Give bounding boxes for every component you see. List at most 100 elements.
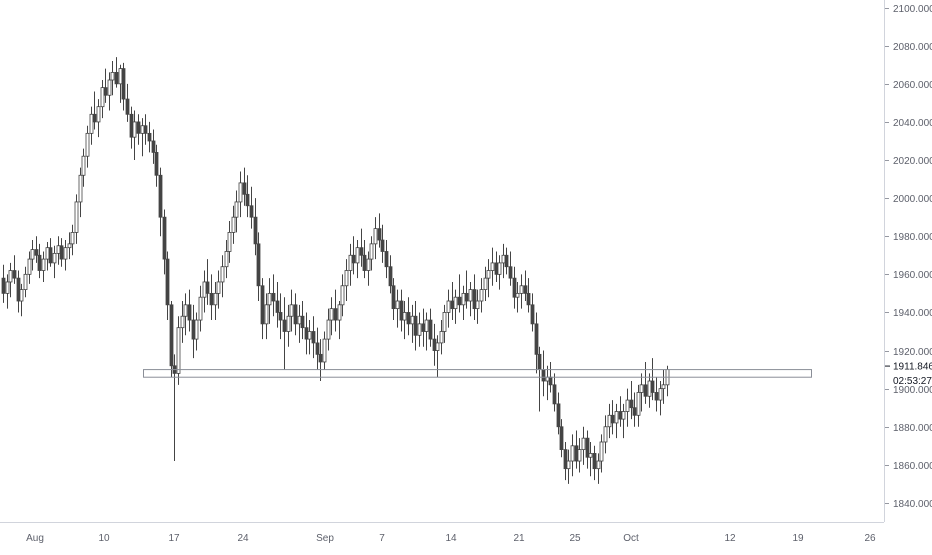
candle-body <box>570 445 575 462</box>
candle-body <box>213 292 218 306</box>
time-tick-label: Oct <box>623 533 639 544</box>
candle-body <box>479 289 484 302</box>
time-tick-label: 21 <box>513 533 525 544</box>
candle-body <box>621 411 626 420</box>
candle-body <box>501 254 506 264</box>
candle-body <box>136 121 141 134</box>
candle-body <box>559 426 564 451</box>
candle-body <box>359 247 364 256</box>
price-tick-label: 2000.000 <box>893 194 932 205</box>
support-zone-rectangle[interactable] <box>143 369 812 378</box>
candle-body <box>125 98 130 115</box>
countdown-label: 02:53:27 <box>893 376 932 387</box>
candle-body <box>333 308 338 321</box>
price-tick-label: 1900.000 <box>893 385 932 396</box>
price-tick-label: 1880.000 <box>893 423 932 434</box>
candle-body <box>355 247 360 264</box>
candle-body <box>19 289 24 302</box>
time-tick-label: 17 <box>168 533 180 544</box>
time-tick-label: Sep <box>316 533 334 544</box>
candle-body <box>67 243 72 249</box>
candle-body <box>453 296 458 310</box>
candle-body <box>275 300 280 313</box>
candle-body <box>103 87 108 96</box>
candle-body <box>315 342 320 355</box>
candle-body <box>512 277 517 298</box>
candle-body <box>515 292 520 298</box>
candle-body <box>592 453 597 470</box>
candle-body <box>446 300 451 313</box>
last-price-label: 1911.846 <box>893 362 932 373</box>
candle-body <box>537 353 542 370</box>
candle-body <box>56 245 61 254</box>
candle-body <box>410 315 415 325</box>
candle-body <box>234 201 239 218</box>
candle-body <box>300 315 305 329</box>
candle-body <box>552 384 557 405</box>
candle-body <box>118 68 123 85</box>
candle-body <box>48 247 53 264</box>
candle-body <box>278 312 283 321</box>
candle-body <box>8 270 13 283</box>
candle-body <box>658 388 663 401</box>
candle-body <box>231 216 236 233</box>
candle-body <box>307 331 312 340</box>
candle-body <box>647 380 652 397</box>
candle-body <box>534 323 539 355</box>
time-tick-label: 10 <box>98 533 110 544</box>
candle-body <box>461 292 466 306</box>
candle-body <box>468 289 473 302</box>
candle-body <box>395 300 400 310</box>
candle-body <box>596 460 601 470</box>
candle-body <box>227 232 232 252</box>
candle-body <box>304 327 309 340</box>
candle-body <box>526 292 531 306</box>
candle-body <box>267 292 272 306</box>
price-tick-label: 1980.000 <box>893 232 932 243</box>
time-axis[interactable]: Aug 10 17 24 Sep 7 14 21 25 Oct 12 19 26 <box>26 533 876 544</box>
candle-body <box>260 285 265 325</box>
candle-body <box>297 315 302 325</box>
candle-body <box>439 331 444 344</box>
candle-body <box>264 304 269 325</box>
candle-body <box>435 342 440 351</box>
candle-body <box>650 380 655 393</box>
candle-body <box>424 319 429 332</box>
candle-body <box>74 201 79 233</box>
candle-body <box>614 411 619 424</box>
candle-body <box>271 292 276 302</box>
candle-body <box>23 273 28 290</box>
candle-body <box>607 414 612 428</box>
candle-body <box>373 228 378 245</box>
candle-body <box>399 300 404 321</box>
candle-body <box>216 281 221 294</box>
candle-body <box>337 304 342 321</box>
candle-body <box>289 304 294 317</box>
candle-body <box>490 262 495 271</box>
time-tick-label: 26 <box>864 533 876 544</box>
time-tick-label: 12 <box>724 533 736 544</box>
candle-body <box>329 308 334 321</box>
candle-body <box>256 243 261 287</box>
candle-body <box>577 449 582 462</box>
candle-body <box>618 411 623 420</box>
candle-body <box>132 121 137 138</box>
candle-body <box>603 426 608 443</box>
price-tick-label: 2020.000 <box>893 156 932 167</box>
price-tick-label: 2080.000 <box>893 42 932 53</box>
candle-body <box>92 113 97 123</box>
candle-body <box>34 249 39 256</box>
candle-body <box>588 453 593 458</box>
price-axis[interactable]: 2100.000 2080.000 2060.000 2040.000 2020.000… <box>885 4 932 510</box>
candle-body <box>406 312 411 325</box>
candle-body <box>63 247 68 260</box>
candle-body <box>12 270 17 279</box>
candle-body <box>158 174 163 218</box>
candle-body <box>523 285 528 294</box>
candle-body <box>574 445 579 462</box>
last-price-marker: 1911.846 02:53:27 <box>885 362 932 387</box>
time-tick-label: 19 <box>792 533 804 544</box>
candle-body <box>402 312 407 321</box>
